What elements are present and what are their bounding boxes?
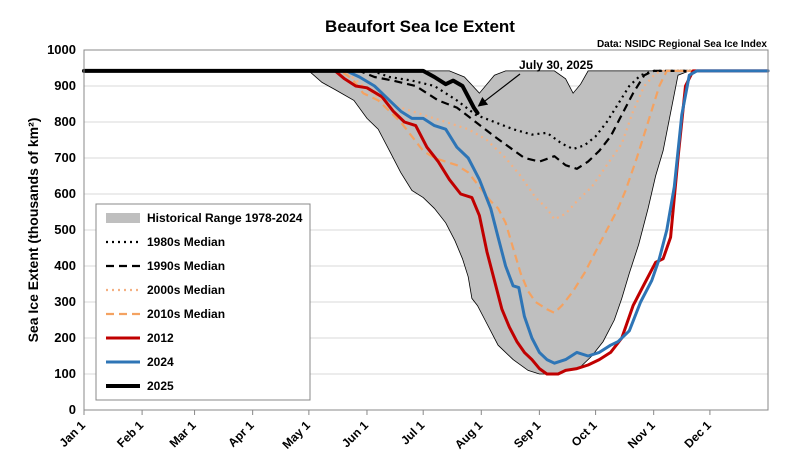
y-tick-label: 1000	[47, 42, 76, 57]
legend-2010s-label: 2010s Median	[147, 307, 225, 321]
legend-item-2024: 2024	[106, 355, 174, 369]
legend-1990s-label: 1990s Median	[147, 259, 225, 273]
x-tick-label: Jan 1	[57, 418, 89, 450]
x-tick-label: Mar 1	[167, 418, 199, 450]
legend-item-2010s: 2010s Median	[106, 307, 225, 321]
plot-frame	[83, 49, 769, 411]
series-line-2024	[82, 69, 770, 365]
x-tick-label: Apr 1	[225, 418, 257, 450]
annotation: July 30, 2025	[477, 58, 593, 107]
x-tick-label: Jun 1	[339, 418, 371, 450]
series-line-2012	[82, 69, 770, 376]
legend-item-range: Historical Range 1978-2024	[106, 211, 303, 225]
legend-2012-label: 2012	[147, 331, 174, 345]
chart-source: Data: NSIDC Regional Sea Ice Index	[597, 39, 767, 50]
x-tick-label: Oct 1	[569, 418, 600, 449]
x-tick-label: Sep 1	[511, 418, 544, 451]
y-axis-ticks: 0 100 200 300 400 500 600 700 800 900 1000	[47, 42, 76, 417]
legend-item-2012: 2012	[106, 331, 174, 345]
y-tick-label: 100	[54, 366, 76, 381]
legend-item-2025: 2025	[106, 379, 174, 393]
series-line-1980s-median	[84, 69, 768, 151]
y-tick-label: 700	[54, 150, 76, 165]
legend-1980s-label: 1980s Median	[147, 235, 225, 249]
series-layer	[82, 68, 770, 376]
legend-item-1980s: 1980s Median	[106, 235, 225, 249]
y-tick-label: 600	[54, 186, 76, 201]
legend-range-label: Historical Range 1978-2024	[147, 211, 303, 225]
historical-range-area	[84, 70, 768, 375]
y-tick-label: 0	[69, 402, 76, 417]
series-line-2025	[82, 68, 480, 115]
legend-2000s-label: 2000s Median	[147, 283, 225, 297]
legend-item-1990s: 1990s Median	[106, 259, 225, 273]
annotation-label: July 30, 2025	[519, 58, 593, 72]
x-tick-label: Jul 1	[398, 418, 427, 447]
y-tick-label: 300	[54, 294, 76, 309]
y-tick-label: 400	[54, 258, 76, 273]
y-tick-label: 800	[54, 114, 76, 129]
y-tick-label: 900	[54, 78, 76, 93]
legend-box	[95, 203, 311, 401]
x-axis-ticks: Jan 1 Feb 1 Mar 1 Apr 1 May 1 Jun 1 Jul 1 Aug 1…	[57, 410, 714, 452]
chart-title: Beaufort Sea Ice Extent	[325, 17, 515, 36]
series-line-2010s-median	[84, 69, 768, 314]
legend-2025-label: 2025	[147, 379, 174, 393]
legend-range-swatch	[106, 213, 140, 223]
series-line-1990s-median	[84, 69, 768, 170]
x-tick-label: Aug 1	[452, 418, 486, 452]
x-tick-label: May 1	[280, 418, 314, 452]
x-tick-label: Dec 1	[681, 418, 714, 451]
y-axis-label: Sea Ice Extent (thousands of km²)	[25, 118, 41, 343]
x-tick-label: Feb 1	[114, 418, 146, 450]
legend: Historical Range 1978-2024 1980s Median …	[95, 203, 311, 401]
legend-item-2000s: 2000s Median	[106, 283, 225, 297]
y-tick-label: 500	[54, 222, 76, 237]
x-tick-label: Nov 1	[625, 418, 658, 451]
y-tick-label: 200	[54, 330, 76, 345]
annotation-arrow	[477, 73, 521, 107]
legend-2024-label: 2024	[147, 355, 174, 369]
